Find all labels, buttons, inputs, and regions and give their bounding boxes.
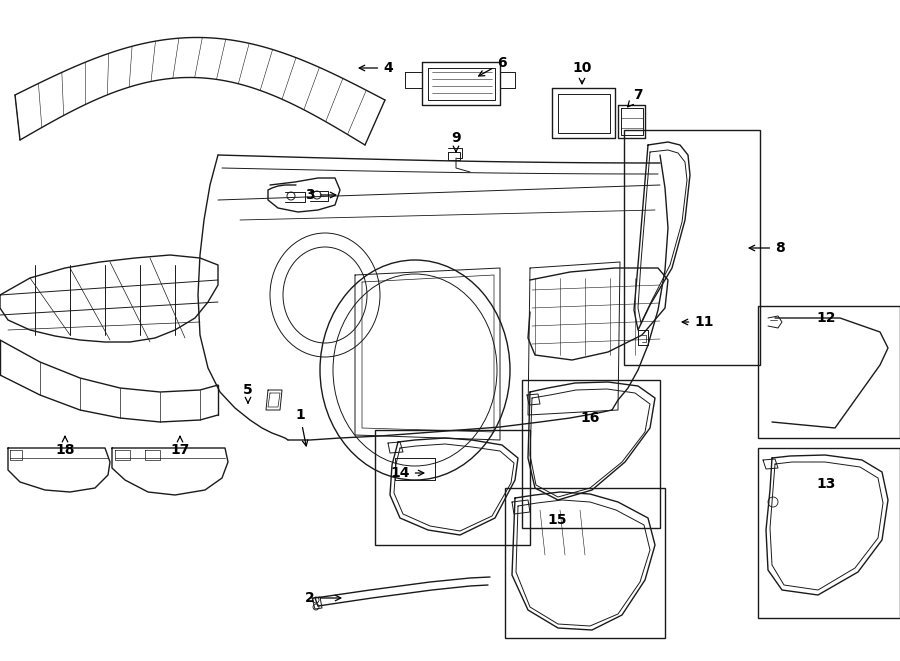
- Bar: [758, 306, 900, 438]
- Text: 8: 8: [749, 241, 785, 255]
- Bar: [624, 130, 760, 365]
- Text: 4: 4: [359, 61, 393, 75]
- Text: 2: 2: [305, 591, 341, 605]
- Bar: [522, 380, 660, 528]
- Text: 5: 5: [243, 383, 253, 403]
- Text: 12: 12: [816, 311, 836, 325]
- Text: 7: 7: [627, 88, 643, 107]
- Bar: [758, 448, 900, 618]
- Bar: [505, 488, 665, 638]
- Text: 1: 1: [295, 408, 308, 446]
- Text: 18: 18: [55, 436, 75, 457]
- Text: 14: 14: [391, 466, 424, 480]
- Text: 3: 3: [305, 188, 336, 202]
- Text: 9: 9: [451, 131, 461, 151]
- Text: 16: 16: [580, 411, 599, 425]
- Text: 6: 6: [479, 56, 507, 76]
- Bar: [375, 430, 530, 545]
- Text: 11: 11: [682, 315, 714, 329]
- Text: 17: 17: [170, 436, 190, 457]
- Text: 15: 15: [547, 513, 567, 527]
- Text: 10: 10: [572, 61, 591, 84]
- Text: 13: 13: [816, 477, 836, 491]
